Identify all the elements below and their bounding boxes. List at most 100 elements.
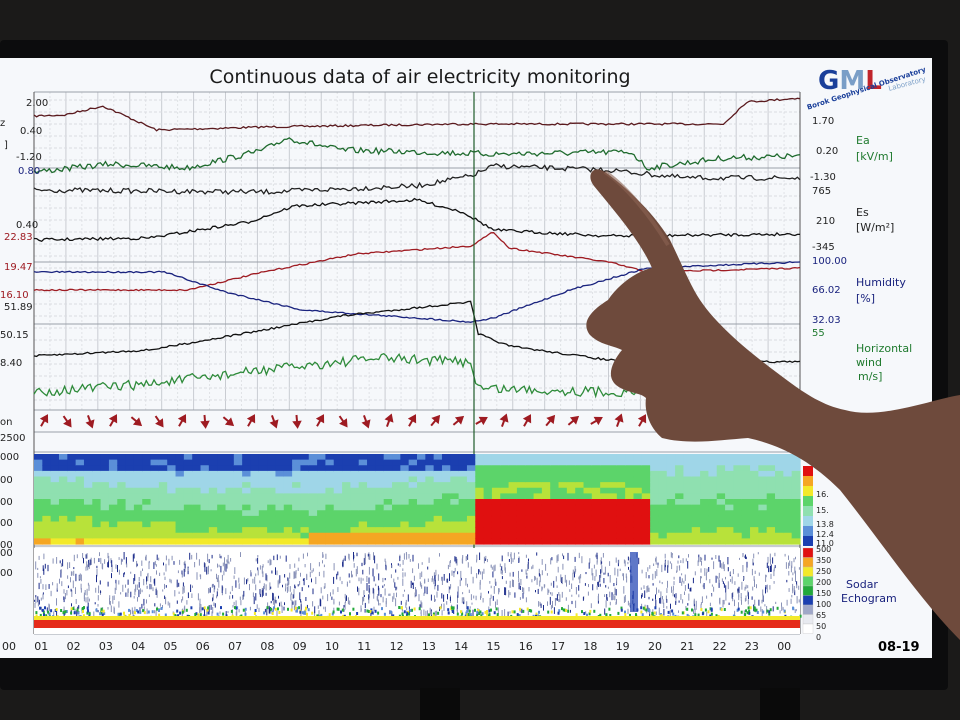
sodar-speck-999 [135,584,137,592]
temp-cell-71-11 [625,515,635,523]
temp-cell-15-1 [158,459,168,466]
sodar-speck-82 [745,595,747,601]
temp-cell-55-8 [491,499,501,506]
temp-cell-13-12 [142,521,152,528]
sodar-speck-703 [395,586,397,591]
sodar-speck-137 [419,604,421,610]
temp-cell-49-8 [441,499,451,506]
temp-cell-83-10 [725,510,734,517]
temp-cell-18-4 [183,476,193,483]
temp-cell-5-5 [75,482,85,489]
sodar-speck-465 [731,593,733,599]
sodar-band-330 [511,610,514,614]
temp-cell-11-1 [125,459,135,466]
temp-cell-55-6 [491,487,501,494]
temp-cell-81-9 [708,504,718,511]
temp-cell-6-9 [83,504,93,511]
temp-cell-2-11 [50,515,60,523]
sodar-speck-871 [646,610,648,614]
sodar-speck-1086 [383,584,385,587]
temp-cell-37-7 [342,493,351,500]
sodar-band-147 [244,607,247,611]
sodar-speck-558 [208,559,210,564]
sodar-speck-1221 [206,566,208,575]
sodar-speck-1002 [216,595,218,599]
temp-cell-52-0 [466,454,476,461]
temp-cell-40-3 [367,470,376,478]
temp-cell-47-14 [425,532,435,539]
temp-cell-67-6 [591,487,601,494]
sodar-speck-1076 [360,605,362,613]
temp-cell-26-4 [250,476,260,483]
sodar-speck-1313 [232,595,234,599]
temp-cell-41-1 [375,459,385,466]
sodar-speck-972 [60,569,62,574]
temp-cell-76-4 [666,476,676,483]
temp-cell-42-2 [383,465,393,472]
sodar-speck-238 [734,610,736,616]
sodar-band-222 [172,612,175,616]
temp-cell-82-1 [716,459,726,466]
sodar-speck-1023 [368,552,370,560]
sodar-band-238 [274,607,277,611]
temp-cell-64-14 [566,532,576,539]
sodar-speck-431 [312,601,314,607]
sodar-speck-1130 [297,567,299,571]
sodar-band-473 [469,613,472,617]
temp-cell-3-11 [58,515,68,523]
sodar-band-305 [383,612,386,616]
sodar-band-34 [320,613,323,617]
sodar-speck-1236 [525,569,527,575]
temp-cell-19-13 [192,527,202,534]
sodar-speck-625 [424,586,426,594]
temp-cell-81-8 [708,499,718,506]
temp-cell-0-14 [34,532,43,539]
temp-cell-85-8 [741,499,751,506]
sodar-speck-554 [100,590,102,593]
sodar-speck-980 [125,557,127,565]
sodar-band-265 [411,608,413,612]
sodar-band-418 [83,606,85,610]
sodar-speck-1148 [133,596,135,599]
sodar-speck-875 [141,560,143,566]
sodar-band-321 [799,614,802,618]
temp-cell-60-5 [533,482,543,489]
temp-cell-49-10 [441,510,451,517]
temp-cell-44-8 [400,499,410,506]
temp-cell-58-10 [516,510,526,517]
temp-cell-35-13 [325,527,335,534]
sodar-speck-1147 [154,578,156,586]
temp-cell-20-1 [200,459,210,466]
sodar-speck-612 [289,572,291,579]
sodar-speck-1015 [791,577,793,581]
temp-cell-90-10 [783,510,793,517]
sodar-speck-55 [473,595,475,599]
sodar-band-99 [535,612,538,616]
temp-cell-2-6 [50,487,60,494]
sodar-speck-1146 [758,572,760,576]
temp-cell-27-5 [258,482,268,489]
temp-cell-6-1 [83,459,93,466]
sodar-speck-123 [269,582,271,591]
temp-cell-20-5 [200,482,210,489]
sodar-speck-1255 [395,569,397,573]
sodar-speck-675 [284,574,286,578]
left-tick-13: on [0,417,13,428]
left-tick-4: -1.20 [16,152,42,163]
sodar-band-304 [620,608,623,612]
temp-cell-37-10 [342,510,351,517]
sodar-speck-78 [713,586,715,592]
temp-cell-38-8 [350,499,360,506]
temp-cell-53-6 [475,487,485,494]
temp-cell-51-14 [458,532,468,539]
sodar-speck-1276 [42,593,44,600]
temp-cell-69-3 [608,470,618,478]
sodar-speck-1227 [493,565,495,572]
sodar-scale-label-1: 350 [816,556,832,565]
temp-cell-38-14 [350,532,360,539]
sodar-band-437 [624,613,627,616]
sodar-speck-224 [739,557,740,560]
sodar-speck-352 [534,576,536,580]
temp-cell-80-1 [700,459,710,466]
temp-cell-71-9 [625,504,635,511]
